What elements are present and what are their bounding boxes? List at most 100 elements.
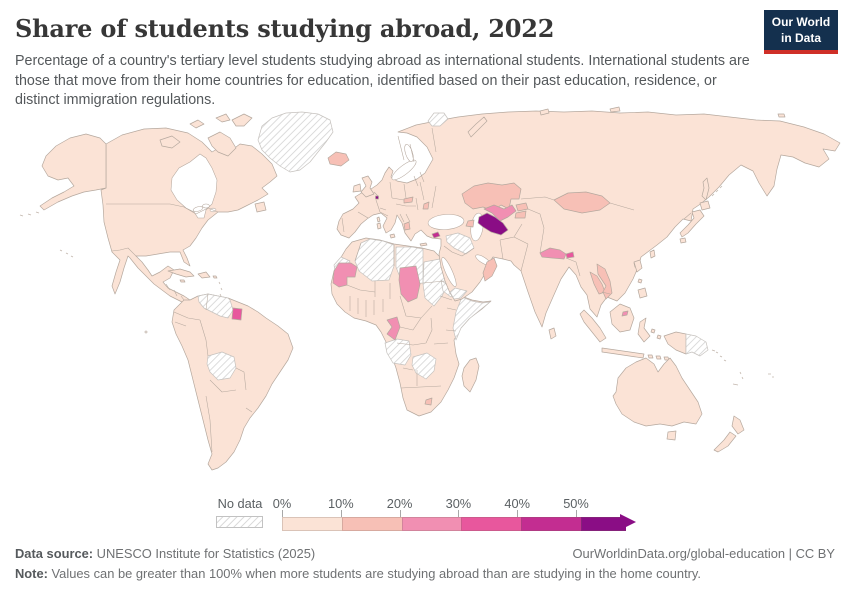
- great-lake: [192, 206, 204, 212]
- choropleth-svg[interactable]: [0, 105, 850, 500]
- country-indonesia-sumatra[interactable]: [579, 309, 607, 343]
- country-yemen-no-data[interactable]: [449, 287, 468, 300]
- country-bhutan[interactable]: [565, 251, 575, 259]
- country-sakhalin-japan[interactable]: [679, 177, 711, 244]
- chart-footer: Data source: UNESCO Institute for Statis…: [15, 546, 835, 586]
- owid-link[interactable]: OurWorldinData.org/global-education | CC…: [572, 546, 835, 561]
- country-chad[interactable]: [398, 265, 421, 303]
- world-map[interactable]: [0, 105, 850, 500]
- country-congo[interactable]: [386, 316, 401, 341]
- border-us-canada: [106, 203, 219, 215]
- country-angola-no-data[interactable]: [384, 338, 412, 366]
- border-us-mexico: [111, 247, 137, 257]
- mediterranean-islands[interactable]: [376, 216, 428, 247]
- country-mauritania[interactable]: [332, 262, 358, 288]
- no-data-swatch[interactable]: [216, 516, 263, 528]
- indonesia-small-islands[interactable]: [647, 328, 670, 361]
- country-vietnam[interactable]: [596, 263, 613, 300]
- region-oceania[interactable]: [579, 259, 774, 453]
- newfoundland[interactable]: [254, 201, 267, 213]
- black-sea: [427, 214, 465, 230]
- region-south-america[interactable]: [144, 293, 294, 471]
- country-malaysia-borneo[interactable]: [609, 303, 635, 333]
- lesser-antilles: [218, 281, 223, 297]
- country-zambia-zimbabwe-no-data[interactable]: [411, 352, 437, 380]
- country-turkmenistan[interactable]: [477, 212, 509, 236]
- baltic-sea: [391, 159, 417, 181]
- data-source-line: Data source: UNESCO Institute for Statis…: [15, 546, 315, 561]
- country-uk[interactable]: [360, 175, 375, 198]
- africa-borders: [346, 242, 457, 389]
- legend-tickmark: [399, 510, 401, 517]
- legend-bin-10-20[interactable]: [341, 517, 402, 531]
- chart-subtitle: Percentage of a country's tertiary level…: [15, 53, 750, 109]
- data-source-label: Data source:: [15, 546, 94, 561]
- map-legend: No data 0% 10% 20% 30% 40% 50%: [0, 490, 850, 536]
- country-venezuela-guyana-no-data[interactable]: [197, 293, 234, 319]
- note-line: Note: Values can be greater than 100% wh…: [15, 566, 701, 581]
- south-america-borders: [173, 293, 253, 453]
- legend-color-bar[interactable]: [282, 517, 626, 531]
- eurasia-mainland[interactable]: [336, 110, 841, 328]
- country-australia[interactable]: [612, 357, 703, 427]
- country-tasmania[interactable]: [666, 430, 677, 441]
- country-sri-lanka[interactable]: [548, 327, 557, 340]
- country-greenland-no-data[interactable]: [257, 111, 334, 173]
- region-eurasia[interactable]: [327, 106, 841, 340]
- caribbean-islands[interactable]: [167, 268, 218, 283]
- south-america-mainland[interactable]: [171, 293, 294, 471]
- country-luxembourg[interactable]: [375, 195, 379, 200]
- country-suriname[interactable]: [231, 307, 243, 321]
- country-philippines[interactable]: [633, 259, 648, 299]
- country-new-zealand[interactable]: [713, 415, 745, 453]
- country-bolivia-no-data[interactable]: [206, 351, 237, 381]
- country-lesotho[interactable]: [424, 397, 433, 406]
- region-north-america[interactable]: [19, 111, 334, 305]
- great-lake: [202, 203, 210, 209]
- country-indonesia-java[interactable]: [601, 347, 645, 359]
- country-brunei[interactable]: [621, 310, 629, 317]
- country-iraq-syria-no-data[interactable]: [445, 232, 475, 255]
- arctic-islands[interactable]: [159, 113, 253, 157]
- note-label: Note:: [15, 566, 48, 581]
- gulf-of-bothnia: [404, 144, 414, 162]
- country-albania-macedonia[interactable]: [403, 221, 411, 231]
- note-text: Values can be greater than 100% when mor…: [47, 566, 702, 581]
- country-tajikistan[interactable]: [514, 210, 527, 219]
- page-title: Share of students studying abroad, 2022: [15, 14, 555, 43]
- russian-arctic-islands[interactable]: [467, 106, 786, 138]
- aleutian-islands: [19, 211, 74, 258]
- country-alaska[interactable]: [39, 133, 107, 211]
- country-ireland[interactable]: [352, 183, 362, 193]
- country-azerbaijan[interactable]: [465, 219, 475, 228]
- legend-bin-50-plus[interactable]: [580, 517, 626, 531]
- legend-bin-0-10[interactable]: [282, 517, 342, 531]
- country-canada-usa-mexico[interactable]: [100, 127, 278, 305]
- country-papua-new-guinea-no-data[interactable]: [685, 333, 709, 357]
- legend-tick-0: 0%: [272, 496, 292, 511]
- country-madagascar[interactable]: [461, 357, 480, 393]
- svalbard-no-data[interactable]: [427, 112, 449, 127]
- country-kazakhstan[interactable]: [461, 182, 522, 212]
- country-cyprus[interactable]: [431, 231, 441, 239]
- country-west-papua[interactable]: [663, 331, 687, 355]
- owid-logo[interactable]: Our World in Data: [764, 10, 838, 55]
- country-oman[interactable]: [482, 257, 498, 282]
- country-uzbekistan[interactable]: [483, 204, 517, 222]
- red-sea: [441, 257, 457, 287]
- legend-arrowhead: [620, 514, 636, 530]
- legend-tick-10: 10%: [327, 496, 354, 511]
- country-moldova[interactable]: [422, 201, 430, 210]
- legend-bin-40-50[interactable]: [521, 517, 581, 531]
- country-slovakia[interactable]: [403, 196, 414, 204]
- eurasia-borders: [341, 127, 692, 295]
- legend-bin-20-30[interactable]: [401, 517, 462, 531]
- legend-bin-30-40[interactable]: [461, 517, 522, 531]
- country-indonesia-sulawesi[interactable]: [637, 317, 651, 343]
- country-somalia-no-data[interactable]: [452, 296, 491, 341]
- no-data-label: No data: [217, 496, 263, 511]
- legend-tick-40: 40%: [504, 496, 530, 511]
- country-iceland[interactable]: [327, 151, 350, 167]
- country-nepal[interactable]: [539, 247, 567, 260]
- legend-tickmark: [282, 510, 283, 517]
